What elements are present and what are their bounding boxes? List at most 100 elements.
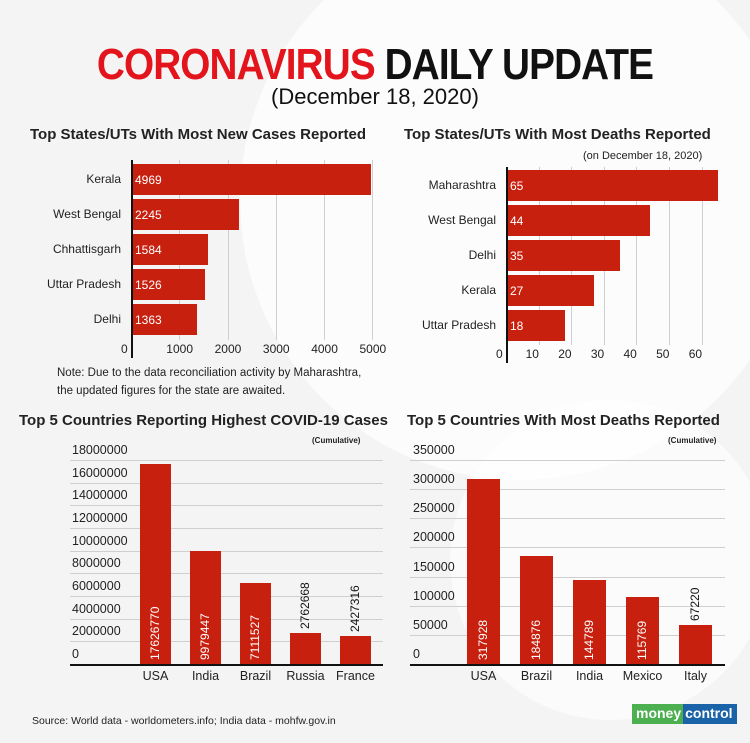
note-line: the updated figures for the state are aw…: [57, 385, 286, 397]
bar-value-label: 2762668: [297, 581, 312, 629]
gridline: [701, 167, 703, 345]
bar-value-label: 17626770: [147, 606, 162, 660]
bar: [340, 636, 371, 664]
x-tick-label: 2000: [214, 342, 242, 356]
gridline: [70, 550, 383, 552]
y-axis-line: [131, 160, 133, 358]
gridline: [636, 167, 638, 345]
bar: 1584: [131, 234, 208, 265]
gridline: [410, 576, 725, 578]
bar: 2245: [131, 199, 240, 230]
y-tick-label: 250000: [413, 501, 455, 516]
x-category-label: India: [191, 669, 220, 683]
gridline: [70, 596, 383, 597]
x-tick-label: 60: [688, 347, 703, 361]
category-label: Kerala: [461, 282, 496, 297]
category-label: Delhi: [93, 311, 121, 326]
x-category-label: Brazil: [239, 669, 272, 683]
bar: 1363: [131, 304, 197, 335]
chart-subtitle: (Cumulative): [312, 436, 361, 445]
gridline: [410, 634, 725, 636]
gridline: [372, 160, 374, 340]
y-tick-label: 50000: [413, 617, 448, 632]
gridline: [410, 518, 725, 520]
x-category-label: Mexico: [622, 669, 663, 683]
bar: [679, 624, 712, 664]
x-category-label: Brazil: [520, 669, 553, 683]
gridline: [70, 528, 383, 529]
x-tick-label: 30: [590, 347, 605, 361]
category-label: Maharashtra: [428, 177, 496, 192]
x-category-label: USA: [470, 669, 497, 683]
bar: 4969: [131, 164, 371, 195]
category-label: Delhi: [468, 247, 496, 262]
gridline: [410, 489, 725, 491]
chart-subtitle: (Cumulative): [668, 436, 717, 445]
x-tick-label: 4000: [311, 342, 338, 356]
bar: [573, 579, 606, 664]
gridline: [70, 460, 383, 461]
y-tick-label: 0: [72, 647, 79, 661]
gridline: [410, 547, 725, 549]
y-tick-label: 14000000: [72, 488, 128, 503]
x-tick-label: 10: [525, 347, 539, 361]
y-tick-label: 10000000: [72, 533, 128, 548]
y-tick-label: 0: [413, 647, 420, 661]
category-label: Uttar Pradesh: [46, 276, 121, 291]
bar: [240, 583, 271, 664]
y-tick-label: 200000: [413, 530, 455, 545]
background-shape: [450, 400, 750, 720]
y-tick-label: 300000: [413, 472, 455, 487]
chart-title: Top 5 Countries Reporting Highest COVID-…: [19, 412, 388, 429]
gridline: [227, 160, 229, 340]
y-tick-label: 350000: [413, 443, 455, 457]
gridline: [410, 605, 725, 607]
y-tick-label: 18000000: [72, 443, 128, 457]
bar-value-label: 2427316: [347, 585, 362, 633]
x-tick-label: 20: [558, 347, 572, 361]
bar: 18: [506, 310, 565, 341]
x-category-label: Italy: [684, 669, 707, 683]
gridline: [70, 618, 383, 620]
y-tick-label: 100000: [413, 588, 455, 603]
bar: 27: [506, 275, 595, 306]
y-axis-line: [506, 167, 508, 363]
bar: [626, 596, 659, 664]
x-category-label: France: [336, 669, 375, 683]
bar: [290, 632, 321, 664]
bar: 44: [506, 205, 650, 236]
y-tick-label: 150000: [413, 559, 455, 574]
note-line: Note: Due to the data reconciliation act…: [57, 367, 362, 379]
bar: [520, 556, 553, 664]
bar: 65: [506, 170, 718, 201]
bar-value-label: 115769: [634, 620, 649, 660]
bar-value-label: 184876: [528, 619, 543, 660]
moneycontrol-logo: money control: [632, 704, 740, 724]
y-tick-label: 4000000: [72, 601, 121, 616]
title-red: CORONAVIRUS: [96, 40, 376, 89]
bar-value-label: 317928: [475, 619, 490, 660]
category-label: West Bengal: [53, 206, 121, 221]
x-tick-label: 1000: [166, 342, 193, 356]
y-tick-label: 12000000: [72, 511, 128, 525]
y-tick-label: 16000000: [72, 465, 128, 480]
title-black: DAILY UPDATE: [384, 40, 654, 89]
page-title: CORONAVIRUS DAILY UPDATE: [45, 40, 705, 90]
category-label: Uttar Pradesh: [421, 317, 496, 332]
x-tick-label: 50: [656, 347, 670, 361]
y-tick-label: 8000000: [72, 556, 121, 571]
x-axis-line: [410, 664, 725, 666]
y-tick-label: 2000000: [72, 624, 121, 639]
gridline: [70, 482, 383, 484]
bar: 35: [506, 240, 621, 271]
bar: [467, 478, 500, 664]
gridline: [70, 641, 383, 643]
x-tick-label: 0: [121, 342, 128, 356]
gridline: [70, 505, 383, 507]
chart-subtitle: (on December 18, 2020): [583, 150, 703, 162]
maharashtra-note: Note: Due to the data reconciliation act…: [57, 364, 361, 400]
bar: 1526: [131, 269, 205, 300]
chart-title: Top States/UTs With Most Deaths Reported: [404, 126, 711, 143]
bar-value-label: 9979447: [197, 613, 212, 660]
x-tick-label: 5000: [359, 342, 387, 356]
